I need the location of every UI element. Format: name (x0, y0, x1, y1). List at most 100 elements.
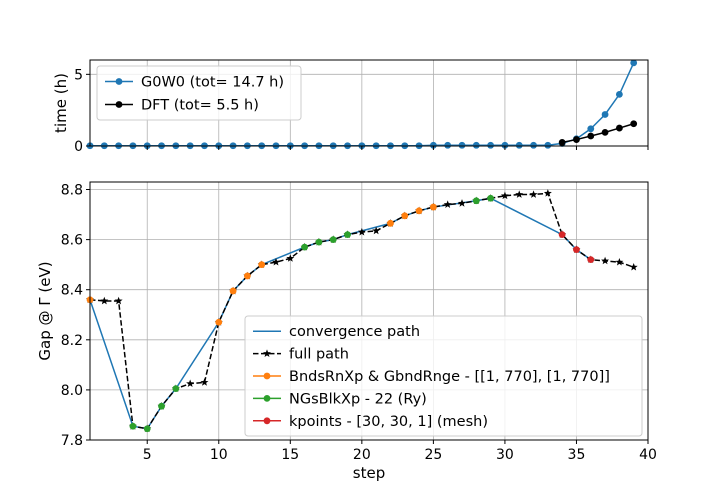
gap-x-axis-label: step (353, 464, 385, 482)
legend-item-kpoints-30-30-1-mesh: kpoints - [30, 30, 1] (mesh) (253, 414, 488, 430)
data-point (357, 227, 366, 236)
data-point (487, 194, 495, 202)
data-point (472, 197, 480, 205)
data-point (587, 132, 595, 140)
legend-label: G0W0 (tot= 14.7 h) (141, 75, 284, 91)
gap-axes: 5 10 15 20 25 30 35 40 7.8 8.0 8.2 8.4 8.6 8.8 step G… (36, 181, 657, 482)
data-point (387, 219, 394, 227)
series-dft-tot-5-5-h (558, 120, 638, 146)
data-point (286, 254, 295, 262)
data-point (229, 287, 237, 295)
data-point (601, 111, 609, 118)
time-axes-frame (89, 59, 649, 147)
time-axes: 05 time (h) G0W0 (tot= 14.7 h)DFT (tot= … (52, 59, 649, 155)
time-y-axis-label: time (h) (52, 73, 70, 133)
data-point (630, 120, 638, 128)
gap-ticks: 5 10 15 20 25 30 35 40 7.8 8.0 8.2 8.4 8.6 8.8 (61, 183, 657, 463)
y-tick-label: 8.0 (61, 383, 83, 399)
data-point (573, 246, 580, 254)
data-point (243, 272, 251, 280)
legend-label: full path (289, 347, 349, 363)
data-point (615, 257, 624, 266)
data-point (129, 422, 137, 430)
data-point (544, 141, 552, 149)
series-line (562, 123, 634, 144)
legend-item-ngsblkxp-22-ry: NGsBlkXp - 22 (Ry) (253, 391, 427, 407)
data-point (429, 141, 437, 149)
legend-label: kpoints - [30, 30, 1] (mesh) (289, 414, 488, 430)
time-ticks: 05 (74, 67, 649, 155)
data-point (272, 257, 280, 266)
data-point (573, 136, 580, 143)
data-point (601, 128, 609, 136)
y-tick-label: 8.8 (61, 183, 83, 199)
data-point (401, 212, 409, 220)
data-point (515, 190, 524, 198)
gap-legend: convergence path full path BndsRnXp & Gbnd… (244, 315, 643, 437)
series-bndsrnxp-gbndrnge-1-770-1-770 (86, 203, 437, 326)
data-point (114, 296, 123, 305)
y-tick-label: 8.2 (61, 333, 83, 349)
y-tick-label: 8.6 (61, 233, 83, 249)
data-point (529, 190, 538, 198)
data-point (501, 141, 509, 149)
data-point (429, 203, 437, 211)
data-point (530, 141, 537, 149)
data-point (587, 256, 595, 264)
x-tick-label: 30 (496, 447, 514, 463)
legend-marker (115, 101, 123, 108)
legend-marker (115, 78, 123, 85)
legend-label: NGsBlkXp - 22 (Ry) (289, 391, 427, 407)
legend-item-g0w0-tot-14-7-h: G0W0 (tot= 14.7 h) (105, 75, 284, 91)
legend-marker (263, 417, 271, 425)
x-tick-label: 10 (210, 447, 228, 463)
data-point (458, 141, 466, 149)
legend-marker (263, 372, 271, 380)
data-point (158, 402, 165, 410)
legend-item-bndsrnxp-gbndrnge-1-770-1-770: BndsRnXp & GbndRnge - [[1, 770], [1, 770… (253, 369, 610, 385)
data-point (215, 318, 223, 326)
data-point (629, 262, 638, 271)
legend-label: DFT (tot= 5.5 h) (141, 98, 259, 114)
legend-item-convergence-path: convergence path (253, 324, 420, 340)
data-point (415, 207, 423, 215)
data-point (487, 141, 495, 149)
legend-item-dft-tot-5-5-h: DFT (tot= 5.5 h) (105, 98, 259, 114)
legend-box (96, 65, 302, 121)
data-point (301, 243, 309, 251)
legend-marker (263, 349, 271, 357)
legend-box (244, 315, 643, 437)
data-point (458, 199, 466, 207)
data-point (100, 296, 109, 305)
data-point (630, 59, 638, 67)
y-tick-label: 0 (74, 139, 83, 155)
gap-axes-frame (89, 181, 649, 441)
data-point (515, 141, 523, 149)
x-tick-label: 40 (639, 447, 657, 463)
data-point (258, 261, 266, 269)
legend-item-full-path: full path (253, 347, 349, 363)
data-point (615, 124, 623, 132)
data-point (172, 385, 180, 393)
data-point (601, 256, 610, 265)
data-point (615, 91, 623, 98)
data-point (186, 379, 195, 388)
gap-series (86, 189, 638, 433)
data-point (344, 231, 351, 239)
data-point (372, 226, 381, 235)
data-point (443, 200, 452, 208)
series-kpoints-30-30-1-mesh (558, 231, 595, 264)
data-point (558, 231, 566, 239)
data-point (500, 191, 509, 200)
series-ngsblkxp-22-ry (129, 194, 495, 433)
data-point (543, 189, 552, 197)
y-tick-label: 5 (74, 67, 83, 83)
data-point (143, 425, 151, 433)
data-point (558, 139, 566, 146)
legend-label: convergence path (289, 324, 420, 340)
data-point (587, 125, 595, 133)
x-tick-label: 20 (353, 447, 371, 463)
y-tick-label: 7.8 (61, 433, 83, 449)
data-point (329, 236, 337, 244)
